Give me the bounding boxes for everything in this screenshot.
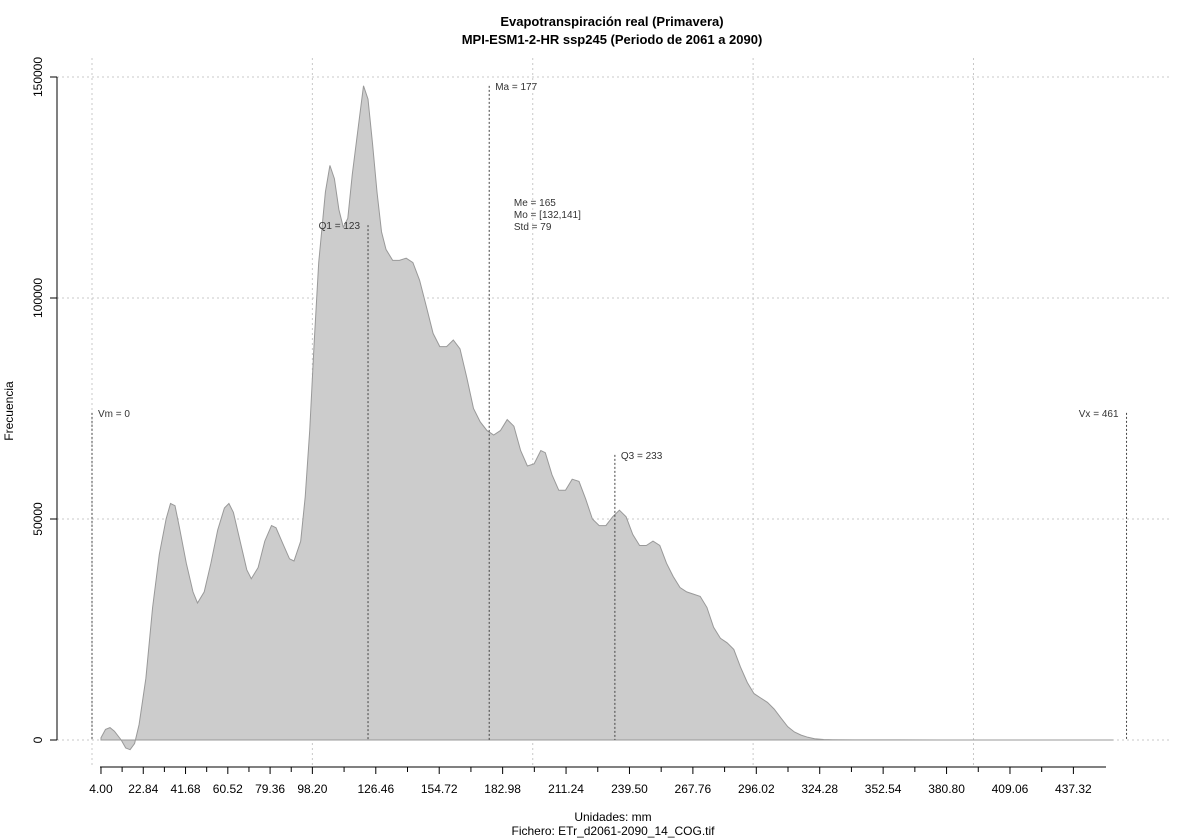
x-tick-label-9: 211.24 [548, 782, 584, 796]
x-tick-label-0: 4.00 [89, 782, 113, 796]
reference-lines: Vm = 0 Q1 = 123 Ma = 177 Q3 = 233 Vx = 461 [91, 82, 1128, 740]
x-axis: 4.00 22.84 41.68 60.52 79.36 98.20 126.46 154.7… [89, 766, 1106, 796]
x-tick-label-12: 296.02 [738, 782, 775, 796]
x-tick-label-16: 409.06 [992, 782, 1029, 796]
x-tick-label-15: 380.80 [928, 782, 965, 796]
chart-caption: Fichero: ETr_d2061-2090_14_COG.tif [512, 824, 716, 838]
x-tick-label-7: 154.72 [421, 782, 458, 796]
y-tick-label-0: 0 [31, 736, 45, 743]
chart-subtitle: MPI-ESM1-2-HR ssp245 (Periodo de 2061 a … [462, 32, 763, 47]
x-tick-label-13: 324.28 [801, 782, 838, 796]
x-tick-label-3: 60.52 [213, 782, 243, 796]
density-curve [100, 85, 1114, 751]
x-tick-label-10: 239.50 [611, 782, 648, 796]
vline-label-2: Ma = 177 [495, 82, 537, 93]
x-tick-label-6: 126.46 [357, 782, 394, 796]
x-tick-label-8: 182.98 [484, 782, 521, 796]
stats-line-0: Me = 165 [514, 198, 556, 209]
y-axis-label: Frecuencia [2, 381, 16, 441]
vline-label-0: Vm = 0 [98, 409, 130, 420]
y-tick-label-3: 150000 [31, 57, 45, 97]
stats-line-1: Mo = [132,141] [514, 210, 581, 221]
x-tick-label-11: 267.76 [675, 782, 712, 796]
x-tick-label-14: 352.54 [865, 782, 902, 796]
y-tick-label-1: 50000 [31, 502, 45, 536]
vline-label-4: Vx = 461 [1079, 409, 1119, 420]
x-tick-label-2: 41.68 [171, 782, 201, 796]
x-axis-label: Unidades: mm [574, 810, 651, 824]
vline-label-1: Q1 = 123 [319, 221, 361, 232]
x-tick-label-5: 98.20 [297, 782, 327, 796]
x-tick-label-4: 79.36 [255, 782, 285, 796]
x-tick-label-17: 437.32 [1055, 782, 1092, 796]
vline-label-3: Q3 = 233 [621, 451, 663, 462]
y-axis: 0 50000 100000 150000 [31, 57, 58, 743]
chart-title: Evapotranspiración real (Primavera) [500, 14, 723, 29]
stats-line-2: Std = 79 [514, 222, 552, 233]
y-tick-label-2: 100000 [31, 278, 45, 318]
x-tick-label-1: 22.84 [128, 782, 158, 796]
density-area [100, 85, 1114, 751]
